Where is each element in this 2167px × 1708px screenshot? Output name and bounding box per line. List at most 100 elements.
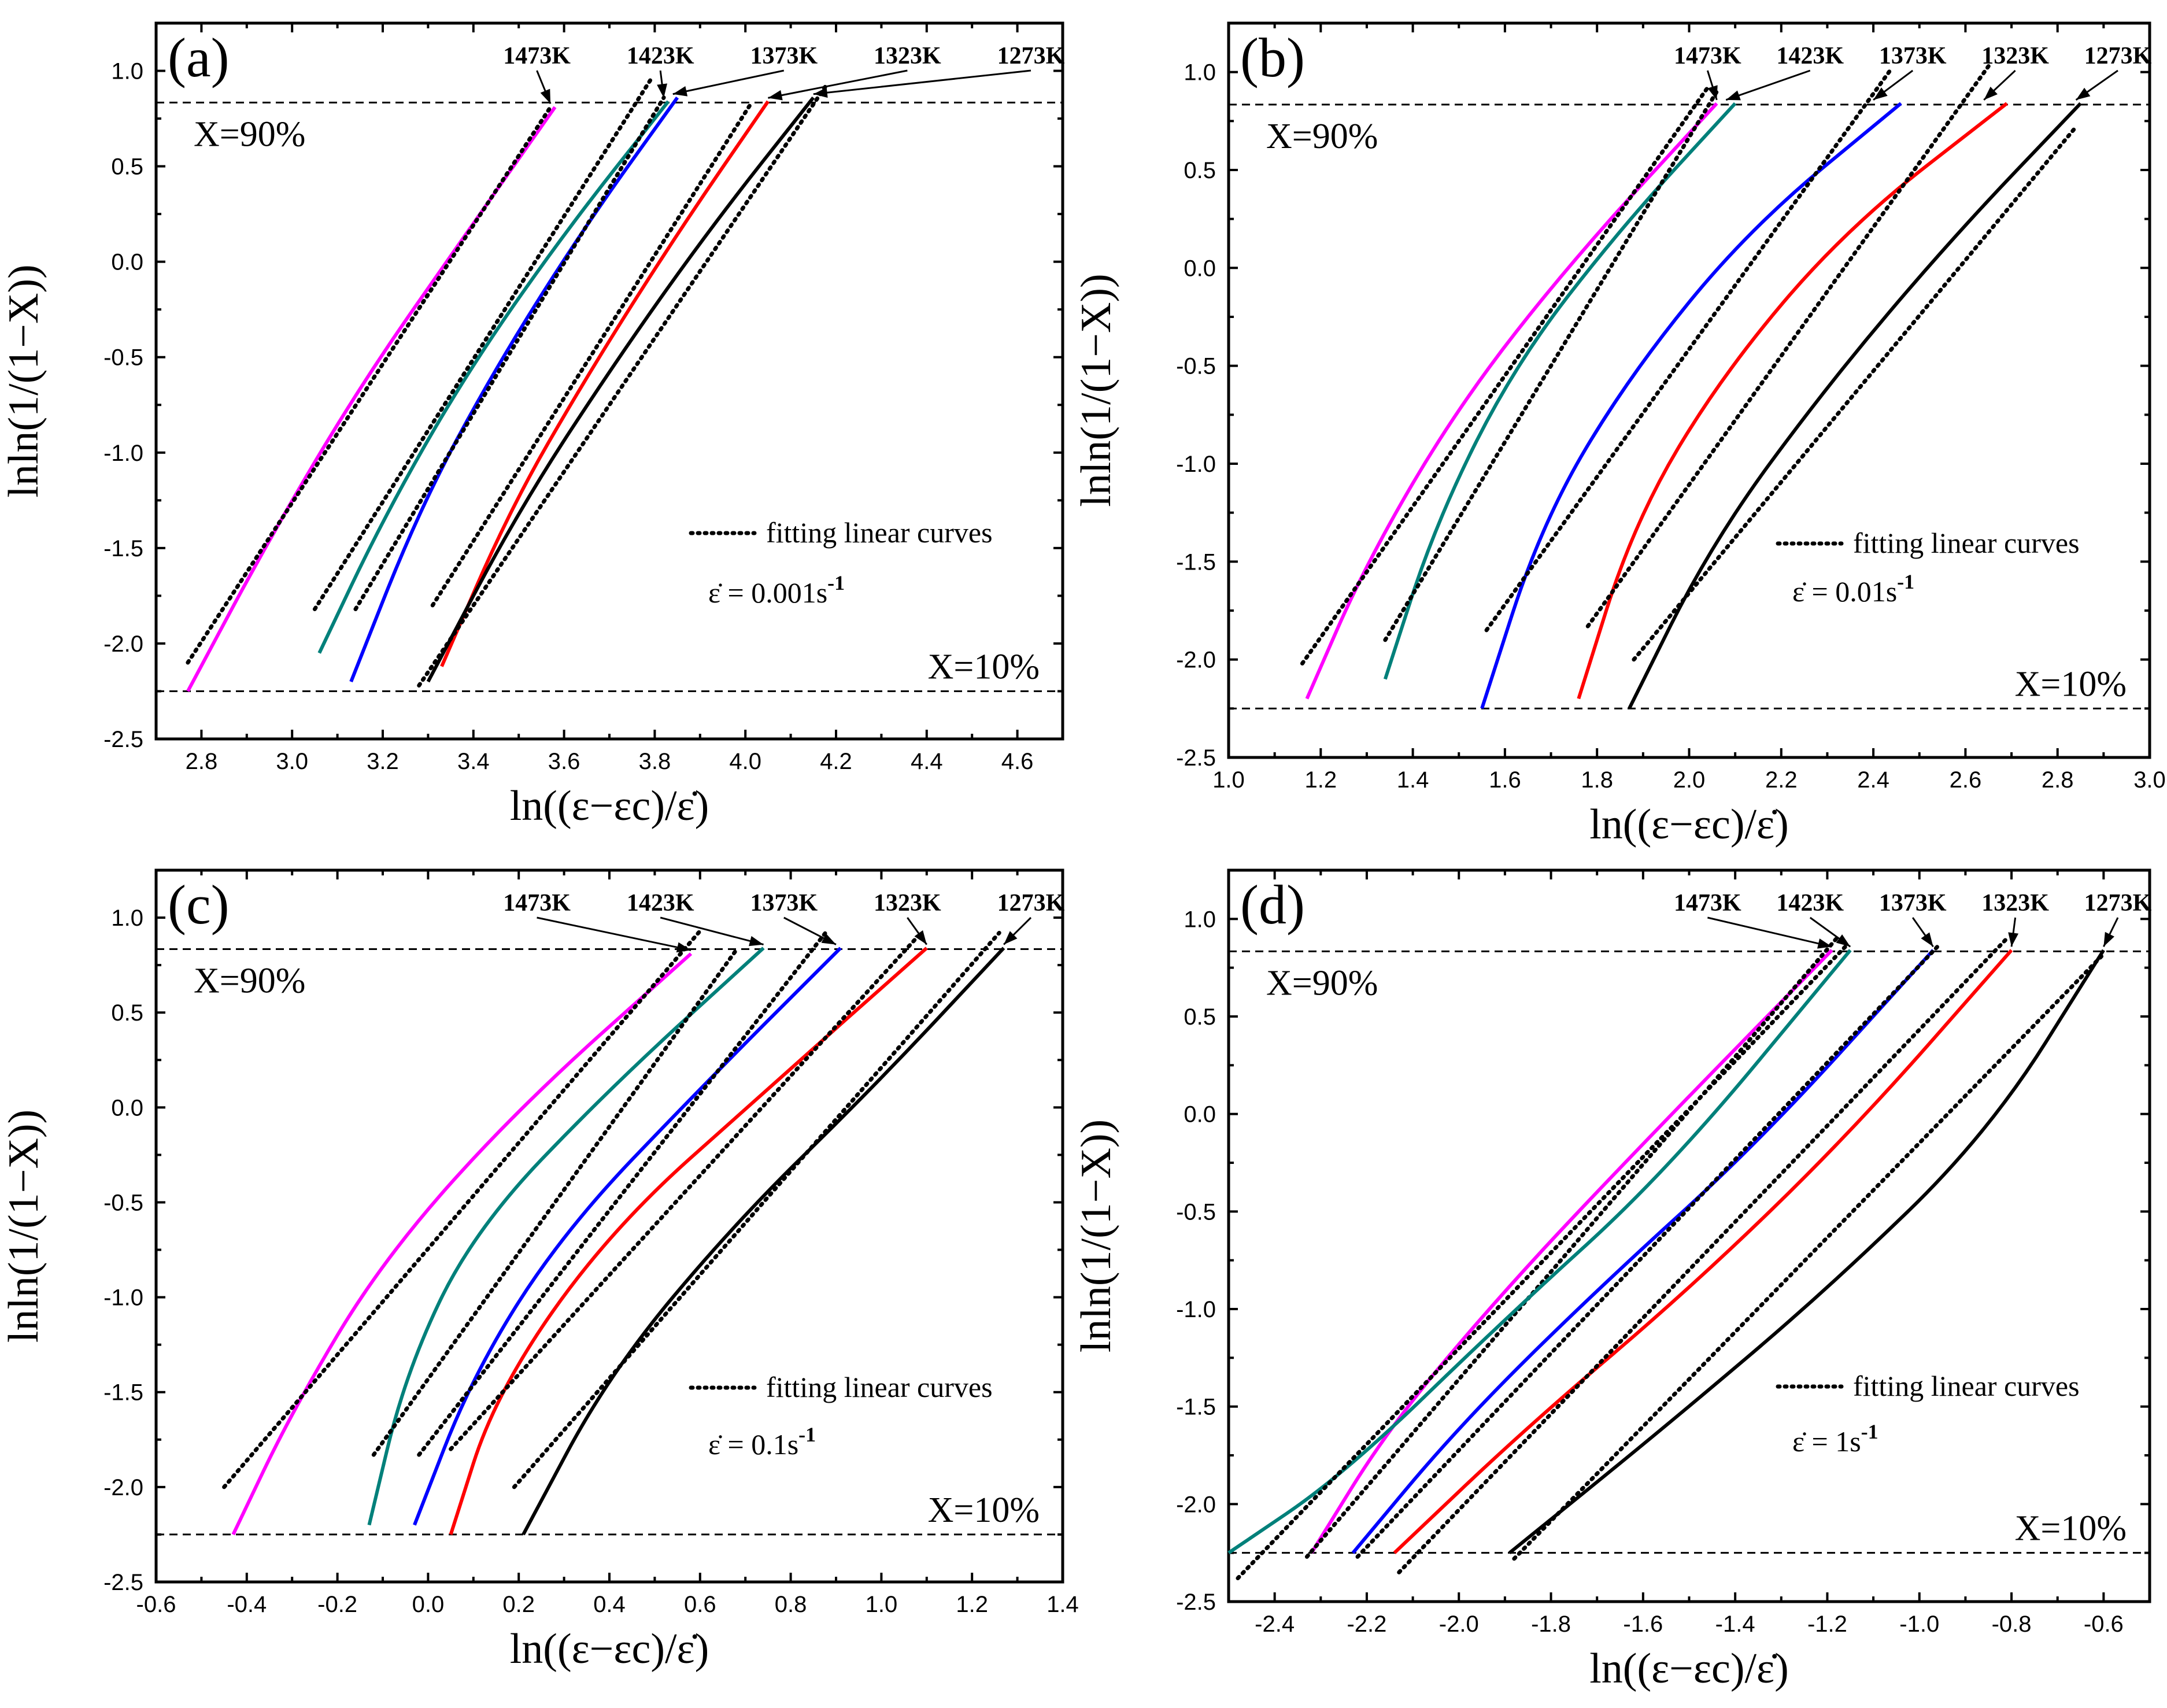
x-tick-label: -1.4 (1715, 1611, 1755, 1637)
temperature-arrow-1323K (768, 69, 908, 99)
x-tick-label: 1.0 (1212, 767, 1245, 793)
series-1423K-curve (1383, 102, 1737, 680)
x-tick-label: -0.6 (2084, 1611, 2124, 1637)
y-tick-label: 0.0 (1184, 1102, 1216, 1127)
arrow-head-icon (1921, 932, 1933, 947)
strain-rate-exponent: -1 (1897, 570, 1914, 593)
panel-d: -2.4 -2.2 -2.0 -1.8 -1.6 -1.4 -1.2 -1.0 -0.8 -0.6… (1073, 868, 2152, 1692)
temperature-label-1273K: 1273K (997, 890, 1065, 916)
x10-label: X=10% (928, 647, 1040, 686)
panel-label: (a) (168, 27, 230, 88)
y-axis-title: lnln(1/(1−X)) (0, 1110, 47, 1343)
y-tick-label: 1.0 (1184, 60, 1216, 86)
temperature-label-1423K: 1423K (627, 890, 694, 916)
y-axis-title: lnln(1/(1−X)) (1073, 273, 1120, 507)
strain-rate-value: ε̇ = 0.001s (708, 576, 827, 609)
x-tick-label: -1.8 (1531, 1611, 1571, 1637)
x-axis-title: ln((ε−εc)/ε̇) (510, 782, 709, 830)
x10-label: X=10% (2015, 1509, 2127, 1548)
arrow-head-icon (1984, 86, 1998, 100)
strain-rate-label: ε̇ = 0.001s-1 (708, 571, 845, 609)
x-tick-label: -0.6 (136, 1592, 176, 1617)
y-tick-label: -2.0 (103, 1475, 143, 1500)
x-tick-label: 2.6 (1950, 767, 1982, 793)
series-1373K-curve (1351, 949, 1935, 1554)
y-tick-label: -1.0 (1176, 452, 1216, 477)
series-1273K-fit-line (417, 82, 829, 688)
y-tick-label: 1.0 (1184, 907, 1216, 932)
temperature-label-1473K: 1473K (1674, 43, 1741, 69)
series-1423K-curve (367, 947, 765, 1526)
series-1323K-fit-line (1397, 936, 2009, 1574)
x90-label: X=90% (194, 114, 305, 154)
x-tick-label: 1.8 (1581, 767, 1613, 793)
arrow-head-icon (821, 933, 836, 945)
arrow-head-icon (1873, 87, 1888, 100)
series-1373K-curve (413, 947, 842, 1526)
series-1423K-fit-line (312, 78, 653, 612)
x-tick-label: 4.4 (911, 749, 943, 774)
y-tick-label: 0.5 (1184, 158, 1216, 183)
strain-rate-exponent: -1 (827, 571, 845, 594)
temperature-arrow-1423K (660, 916, 764, 946)
legend-label: fitting linear curves (766, 1371, 993, 1403)
x-tick-label: 2.4 (1857, 767, 1889, 793)
temperature-label-1373K: 1373K (1879, 890, 1947, 916)
y-tick-label: -2.5 (1176, 745, 1216, 771)
y-tick-label: -1.5 (103, 536, 143, 561)
series-1323K-curve (1577, 102, 2008, 700)
x-tick-label: 4.2 (820, 749, 852, 774)
temperature-label-1373K: 1373K (1879, 43, 1947, 69)
series-1273K-curve (522, 947, 1005, 1536)
arrow-head-icon (1836, 934, 1851, 947)
series-1473K-fit-line (1304, 936, 1839, 1559)
series-1373K-fit-line (417, 929, 829, 1457)
temperature-label-1473K: 1473K (503, 890, 571, 916)
arrow-head-icon (1817, 938, 1832, 949)
x-tick-label: 2.8 (2042, 767, 2074, 793)
panel-label: (c) (168, 874, 230, 936)
strain-rate-exponent: -1 (798, 1423, 816, 1446)
x-tick-label: 3.0 (276, 749, 308, 774)
series-1373K-fit-line (1355, 944, 1940, 1559)
arrow-head-icon (672, 86, 688, 97)
arrow-head-icon (749, 936, 764, 947)
x-tick-label: -1.6 (1623, 1611, 1663, 1637)
series-1273K-fit-line (1512, 952, 2106, 1561)
x-tick-label: 1.2 (956, 1592, 988, 1617)
x-tick-label: 1.4 (1397, 767, 1429, 793)
x-tick-label: 1.0 (866, 1592, 898, 1617)
series-1273K-curve (426, 96, 815, 683)
y-tick-label: -2.5 (1176, 1589, 1216, 1615)
y-tick-label: -2.0 (103, 631, 143, 657)
strain-rate-value: ε̇ = 0.01s (1792, 575, 1897, 608)
series-1373K-curve (1480, 102, 1902, 709)
series-1273K-fit-line (512, 930, 1001, 1489)
temperature-arrow-1423K (1725, 69, 1811, 101)
x-tick-label: 4.0 (729, 749, 761, 774)
temperature-label-1423K: 1423K (1776, 43, 1844, 69)
arrow-head-icon (768, 90, 783, 101)
temperature-label-1373K: 1373K (750, 43, 818, 69)
arrow-head-icon (2076, 87, 2091, 100)
panel-a: 2.8 3.0 3.2 3.4 3.6 3.8 4.0 4.2 4.4 4.6 -2.5 -2.0 -1… (0, 21, 1065, 830)
panel-b: 1.0 1.2 1.4 1.6 1.8 2.0 2.2 2.4 2.6 2.8 3.0 -2.5 -2.… (1073, 21, 2166, 848)
y-tick-label: -1.0 (103, 1285, 143, 1311)
x10-label: X=10% (928, 1491, 1040, 1530)
series-1323K-curve (449, 947, 928, 1535)
strain-rate-value: ε̇ = 1s (1792, 1425, 1861, 1458)
series-1473K-curve (231, 952, 693, 1536)
arrow-head-icon (540, 88, 551, 104)
y-tick-label: -2.0 (1176, 648, 1216, 673)
temperature-label-1473K: 1473K (1674, 890, 1741, 916)
series-1423K-fit-line (371, 948, 739, 1457)
y-axis-title: lnln(1/(1−X)) (1073, 1119, 1120, 1352)
panel-label: (d) (1240, 874, 1305, 936)
x-tick-label: -0.8 (1992, 1611, 2032, 1637)
x-tick-label: 2.8 (186, 749, 218, 774)
series-1423K-fit-line (1383, 90, 1719, 642)
arrow-head-icon (914, 930, 927, 945)
x-tick-label: 3.4 (457, 749, 490, 774)
x-tick-label: -1.0 (1899, 1611, 1939, 1637)
y-tick-label: 1.0 (111, 59, 143, 84)
